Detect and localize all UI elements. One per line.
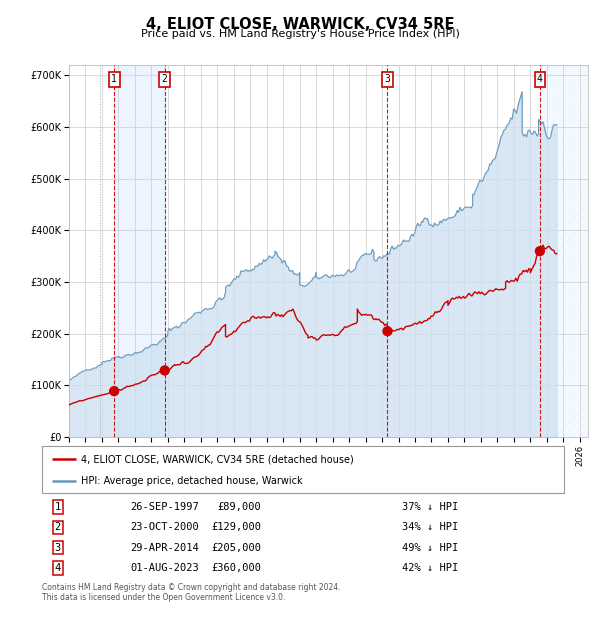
Text: £205,000: £205,000 [211, 542, 261, 552]
Text: 4: 4 [55, 563, 61, 573]
Point [109, 386, 119, 396]
Bar [540, 65, 588, 437]
Text: £89,000: £89,000 [217, 502, 261, 512]
Text: 3: 3 [55, 542, 61, 552]
Text: 1: 1 [111, 74, 117, 84]
Text: 2: 2 [162, 74, 167, 84]
Point [160, 366, 170, 376]
Point [383, 326, 392, 336]
Text: £129,000: £129,000 [211, 523, 261, 533]
Text: 4, ELIOT CLOSE, WARWICK, CV34 5RE (detached house): 4, ELIOT CLOSE, WARWICK, CV34 5RE (detac… [81, 454, 354, 464]
Text: 4, ELIOT CLOSE, WARWICK, CV34 5RE: 4, ELIOT CLOSE, WARWICK, CV34 5RE [146, 17, 454, 32]
Text: 37% ↓ HPI: 37% ↓ HPI [402, 502, 458, 512]
Text: 2: 2 [55, 523, 61, 533]
Text: Price paid vs. HM Land Registry's House Price Index (HPI): Price paid vs. HM Land Registry's House … [140, 29, 460, 39]
Text: 26-SEP-1997: 26-SEP-1997 [131, 502, 199, 512]
Text: £360,000: £360,000 [211, 563, 261, 573]
FancyBboxPatch shape [42, 446, 564, 493]
Point [535, 246, 545, 256]
Text: 34% ↓ HPI: 34% ↓ HPI [402, 523, 458, 533]
Text: 42% ↓ HPI: 42% ↓ HPI [402, 563, 458, 573]
Text: 29-APR-2014: 29-APR-2014 [131, 542, 199, 552]
Text: This data is licensed under the Open Government Licence v3.0.: This data is licensed under the Open Gov… [42, 593, 286, 603]
Text: 01-AUG-2023: 01-AUG-2023 [131, 563, 199, 573]
Text: 49% ↓ HPI: 49% ↓ HPI [402, 542, 458, 552]
Text: 3: 3 [385, 74, 391, 84]
Text: 1: 1 [55, 502, 61, 512]
Text: Contains HM Land Registry data © Crown copyright and database right 2024.: Contains HM Land Registry data © Crown c… [42, 583, 341, 592]
Text: 4: 4 [537, 74, 543, 84]
Bar [114, 65, 165, 437]
Text: 23-OCT-2000: 23-OCT-2000 [131, 523, 199, 533]
Text: HPI: Average price, detached house, Warwick: HPI: Average price, detached house, Warw… [81, 476, 303, 486]
